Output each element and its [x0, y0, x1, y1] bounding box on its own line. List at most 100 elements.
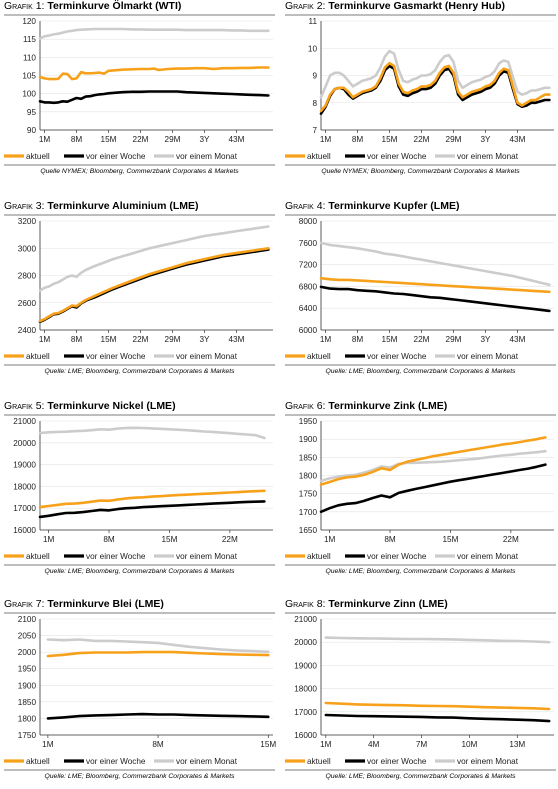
x-tick-label: 1M [320, 135, 332, 144]
x-tick-label: 15M [101, 135, 117, 144]
x-tick-label: 43M [509, 335, 525, 344]
y-tick-label: 1650 [299, 526, 318, 535]
y-tick-label: 7 [312, 126, 317, 135]
y-tick-label: 17000 [294, 708, 317, 717]
title-rule [285, 414, 556, 416]
series-line-aktuell [319, 61, 551, 113]
series-line-aktuell [324, 701, 551, 711]
title-rule [285, 214, 556, 216]
legend-label: aktuell [307, 552, 331, 561]
legend-label: aktuell [26, 152, 50, 161]
x-tick-label: 1M [42, 740, 54, 749]
x-tick-label: 22M [222, 535, 238, 544]
chart-title: Grafik 3: Terminkurve Aluminium (LME) [4, 200, 198, 212]
legend-label: vor einer Woche [86, 757, 146, 766]
chart-title: Grafik 8: Terminkurve Zinn (LME) [285, 598, 448, 610]
chart-source: Quelle: LME; Bloomberg, Commerzbank Corp… [325, 773, 516, 780]
y-tick-label: 2400 [18, 326, 37, 335]
y-tick-label: 120 [22, 17, 36, 26]
x-tick-label: 13M [509, 740, 525, 749]
y-tick-label: 105 [22, 72, 36, 81]
chart-label: Grafik 5: [4, 400, 45, 412]
y-tick-label: 2800 [18, 272, 37, 281]
title-rule [4, 414, 275, 416]
legend-label: vor einer Woche [367, 757, 427, 766]
chart-label: Grafik 8: [285, 598, 326, 610]
line-chart: 2400 2600 2800 3000 3200 1M 8M 15M 22M 29M 3Y 43M ak… [4, 217, 273, 361]
x-tick-label: 22M [503, 535, 519, 544]
series-line-aktuell [38, 246, 270, 323]
legend-rule [285, 364, 556, 366]
chart-title-text: Terminkurve Zinn (LME) [325, 598, 448, 610]
legend-rule [4, 364, 275, 366]
x-tick-label: 29M [165, 135, 181, 144]
x-tick-label: 15M [260, 740, 276, 749]
series-line-vor-einer-Woche [38, 248, 270, 324]
chart-panel-4: Grafik 4: Terminkurve Kupfer (LME) 6000 64… [285, 200, 556, 394]
legend-label: vor einem Monat [176, 757, 238, 766]
chart-panel-1: Grafik 1: Terminkurve Ölmarkt (WTI) 90 95 1… [4, 0, 275, 194]
series-line-vor-einer-Woche [319, 463, 547, 514]
legend-label: vor einer Woche [367, 552, 427, 561]
legend-label: aktuell [307, 757, 331, 766]
legend-label: vor einer Woche [86, 552, 146, 561]
line-chart: 16000 17000 18000 19000 20000 21000 1M 8M 15M 22M… [4, 417, 273, 561]
chart-source: Quelle NYMEX; Bloomberg, Commerzbank Cor… [40, 168, 239, 175]
y-tick-label: 18000 [13, 482, 36, 491]
x-tick-label: 1M [39, 135, 51, 144]
chart-title: Grafik 5: Terminkurve Nickel (LME) [4, 400, 176, 412]
x-tick-label: 1M [320, 335, 332, 344]
chart-title: Grafik 1: Terminkurve Ölmarkt (WTI) [4, 0, 181, 12]
y-tick-label: 19000 [294, 661, 317, 670]
x-tick-label: 1M [43, 535, 55, 544]
y-tick-label: 90 [27, 126, 37, 135]
series-line-aktuell [38, 489, 266, 509]
chart-title: Grafik 6: Terminkurve Zink (LME) [285, 400, 447, 412]
x-tick-label: 22M [133, 335, 149, 344]
legend-label: vor einem Monat [457, 552, 519, 561]
chart-label: Grafik 4: [285, 200, 326, 212]
legend-label: aktuell [307, 152, 331, 161]
chart-panel-5: Grafik 5: Terminkurve Nickel (LME) 16000 1… [4, 400, 275, 594]
series-line-vor-einer-Woche [319, 285, 551, 313]
series-line-vor-einem-Monat [319, 241, 551, 287]
x-tick-label: 15M [382, 135, 398, 144]
x-tick-label: 8M [352, 135, 364, 144]
chart-source: Quelle: LME; Bloomberg, Commerzbank Corp… [44, 568, 235, 575]
y-tick-label: 2000 [18, 648, 37, 657]
legend-rule [285, 164, 556, 166]
y-tick-label: 1750 [299, 490, 318, 499]
y-tick-label: 16000 [294, 731, 317, 740]
y-tick-label: 1850 [299, 453, 318, 462]
series-line-vor-einem-Monat [46, 638, 270, 654]
legend-label: aktuell [307, 352, 331, 361]
series-line-aktuell [38, 66, 270, 81]
chart-title: Grafik 2: Terminkurve Gasmarkt (Henry Hu… [285, 0, 505, 12]
x-tick-label: 22M [414, 335, 430, 344]
y-tick-label: 8000 [299, 217, 318, 226]
title-rule [4, 612, 275, 614]
legend-label: vor einem Monat [457, 352, 519, 361]
x-tick-label: 8M [352, 335, 364, 344]
x-tick-label: 29M [446, 335, 462, 344]
y-tick-label: 7200 [299, 261, 318, 270]
legend-label: vor einem Monat [457, 152, 519, 161]
chart-title-text: Terminkurve Kupfer (LME) [325, 200, 460, 212]
chart-label: Grafik 7: [4, 598, 45, 610]
legend-rule [285, 564, 556, 566]
y-tick-label: 100 [22, 90, 36, 99]
series-line-aktuell [319, 436, 547, 486]
series-line-vor-einem-Monat [38, 426, 266, 440]
title-rule [285, 14, 556, 16]
x-tick-label: 8M [71, 135, 83, 144]
chart-source: Quelle NYMEX; Bloomberg, Commerzbank Cor… [321, 168, 520, 175]
y-tick-label: 9 [312, 72, 317, 81]
x-tick-label: 43M [228, 135, 244, 144]
y-tick-label: 6800 [299, 282, 318, 291]
x-tick-label: 3Y [199, 135, 210, 144]
legend-label: vor einem Monat [176, 352, 238, 361]
series-line-vor-einer-Woche [324, 713, 551, 723]
y-tick-label: 20000 [294, 638, 317, 647]
x-tick-label: 43M [228, 335, 244, 344]
x-tick-label: 15M [442, 535, 458, 544]
